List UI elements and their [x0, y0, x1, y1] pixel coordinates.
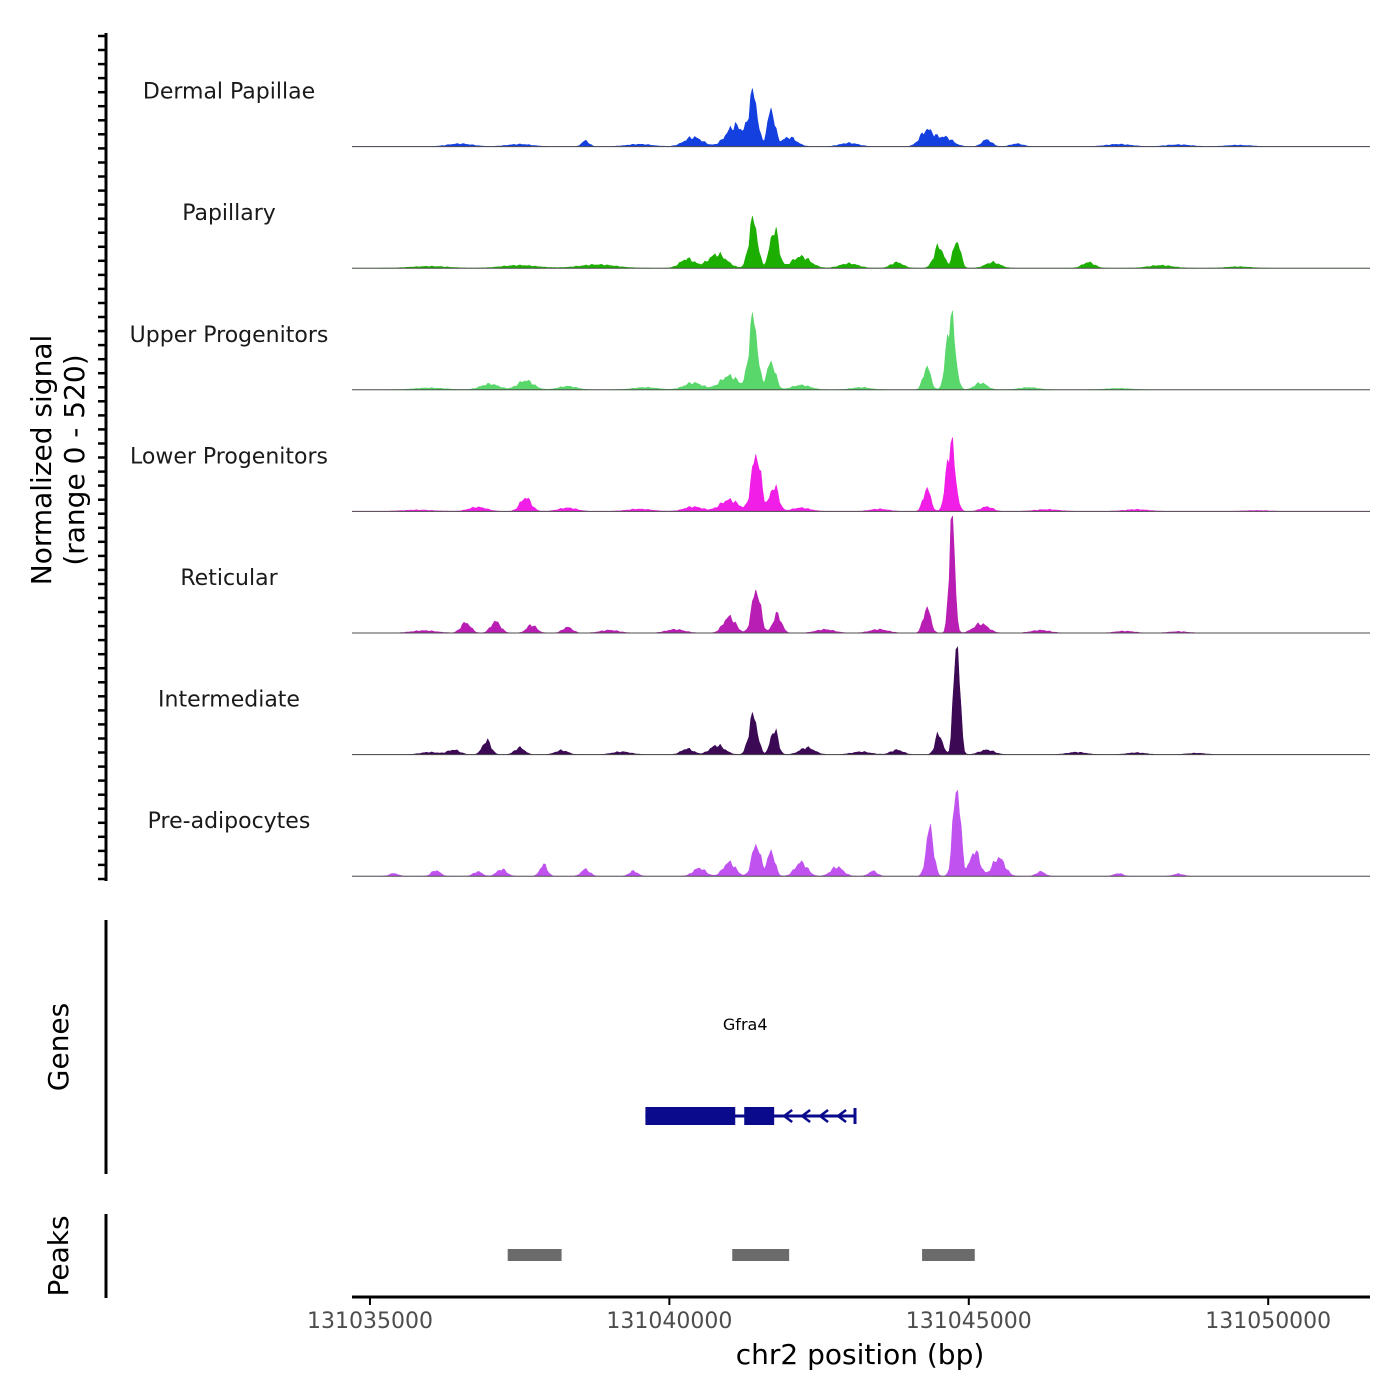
track-label: Upper Progenitors	[130, 323, 329, 348]
y-axis-subtitle: (range 0 - 520)	[58, 354, 91, 565]
coverage-area	[352, 216, 1370, 269]
gene-exon	[744, 1107, 775, 1125]
track-pre-adipocytes: Pre-adipocytes	[148, 789, 1370, 877]
strand-arrow	[800, 1109, 811, 1123]
genes-panel-title: Genes	[42, 1003, 75, 1091]
track-papillary: Papillary	[182, 201, 1370, 269]
x-tick-label: 131050000	[1205, 1309, 1331, 1334]
peak-region	[732, 1249, 790, 1261]
coverage-area	[352, 789, 1370, 877]
peak-region	[922, 1249, 975, 1261]
track-label: Lower Progenitors	[130, 444, 328, 469]
track-label: Pre-adipocytes	[148, 809, 311, 834]
strand-arrow	[835, 1109, 847, 1123]
peak-track	[507, 1249, 975, 1261]
track-upper-progenitors: Upper Progenitors	[130, 310, 1370, 391]
coverage-area	[352, 437, 1370, 512]
gene-track: Gfra4	[645, 1015, 857, 1125]
gene-name-label: Gfra4	[723, 1015, 768, 1034]
track-reticular: Reticular	[180, 515, 1370, 634]
gene-exon	[645, 1107, 736, 1125]
track-label: Intermediate	[158, 688, 300, 713]
track-label: Dermal Papillae	[143, 80, 315, 105]
track-dermal-papillae: Dermal Papillae	[143, 80, 1370, 148]
coverage-tracks: Dermal Papillae Papillary Upper Progenitor…	[130, 80, 1370, 877]
y-axis-title: Normalized signal	[25, 335, 58, 586]
x-tick-label: 131035000	[307, 1309, 433, 1334]
track-lower-progenitors: Lower Progenitors	[130, 437, 1370, 512]
track-label: Papillary	[182, 201, 276, 226]
track-label: Reticular	[180, 566, 278, 591]
track-intermediate: Intermediate	[158, 646, 1370, 756]
peak-region	[507, 1249, 562, 1261]
coverage-area	[352, 646, 1370, 755]
x-axis-ticks: 131035000 131040000 131045000 131050000	[307, 1297, 1331, 1334]
coverage-area	[352, 88, 1370, 147]
strand-arrow	[817, 1109, 829, 1123]
strand-arrow	[782, 1109, 793, 1123]
coverage-area	[352, 515, 1370, 634]
coverage-y-ticks	[98, 34, 106, 881]
x-tick-label: 131045000	[906, 1309, 1032, 1334]
x-axis-title: chr2 position (bp)	[736, 1338, 985, 1371]
peaks-panel-title: Peaks	[42, 1215, 75, 1296]
x-tick-label: 131040000	[606, 1309, 732, 1334]
coverage-area	[352, 310, 1370, 391]
